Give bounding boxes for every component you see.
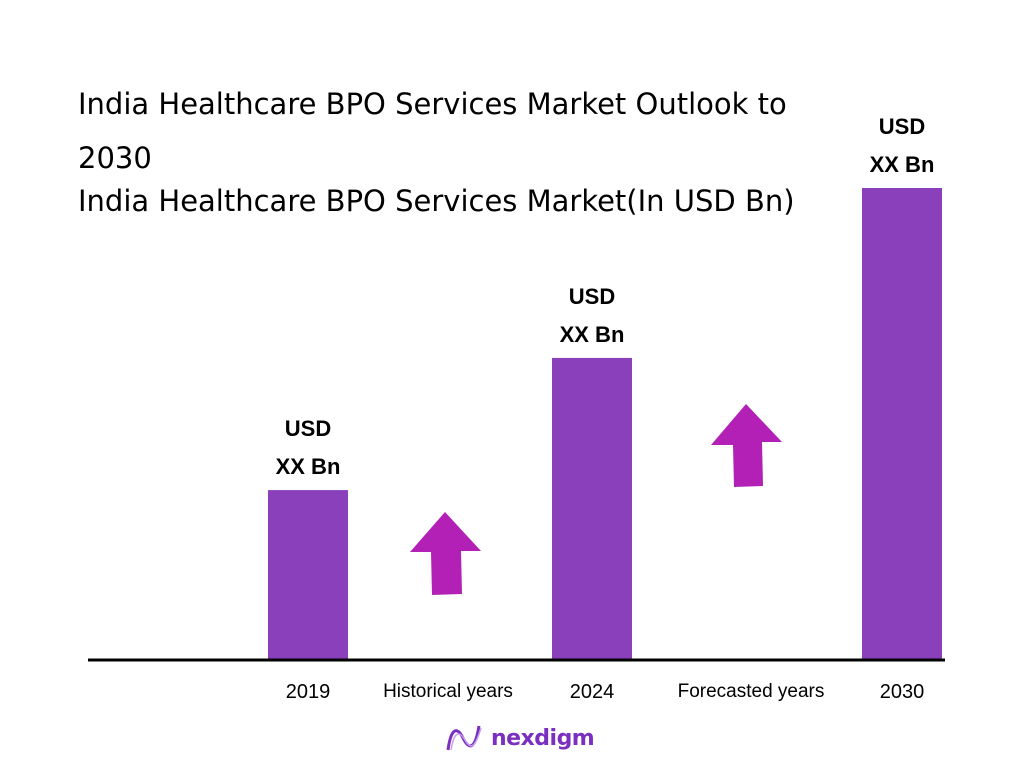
data-label: XX Bn bbox=[560, 322, 625, 347]
logo-text: nexdigm bbox=[491, 725, 595, 751]
bar-2019 bbox=[268, 490, 348, 660]
x-tick-label: 2030 bbox=[880, 681, 925, 703]
chart-title: India Healthcare BPO Services Market Out… bbox=[78, 87, 787, 175]
data-label: XX Bn bbox=[870, 152, 935, 177]
x-tick-label: 2019 bbox=[286, 681, 331, 703]
chart-subtitle: India Healthcare BPO Services Market(In … bbox=[78, 184, 795, 218]
nexdigm-logo: nexdigm bbox=[445, 722, 595, 754]
logo-wave-icon bbox=[446, 725, 482, 751]
up-arrow-icon bbox=[711, 404, 782, 487]
period-label: Historical years bbox=[383, 681, 513, 702]
bar-2030 bbox=[862, 188, 942, 660]
bar-2024 bbox=[552, 357, 632, 660]
data-label: USD bbox=[879, 114, 925, 139]
x-tick-label: 2024 bbox=[570, 681, 615, 703]
data-label: XX Bn bbox=[276, 454, 341, 479]
period-label: Forecasted years bbox=[678, 681, 825, 702]
up-arrow-icon bbox=[410, 512, 481, 595]
data-label: USD bbox=[285, 416, 331, 441]
data-label: USD bbox=[569, 284, 615, 309]
